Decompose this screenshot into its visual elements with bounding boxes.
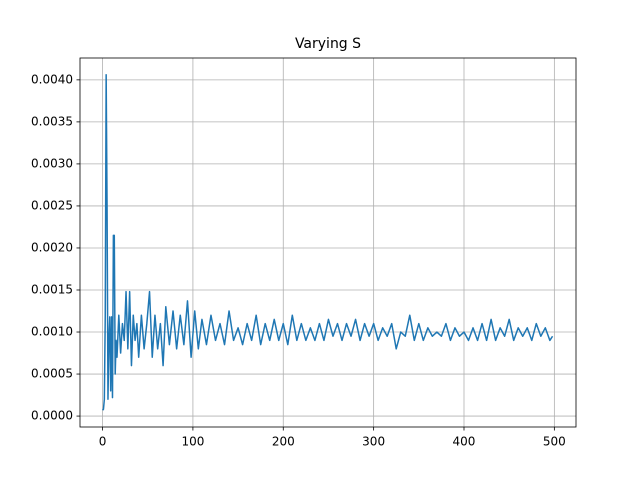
- chart-title: Varying S: [295, 36, 361, 52]
- x-tick-label: 100: [181, 435, 204, 449]
- x-tick-label: 300: [362, 435, 385, 449]
- plot-frame: [79, 57, 577, 428]
- y-tick-label: 0.0040: [31, 72, 73, 86]
- y-tick-label: 0.0015: [31, 282, 73, 296]
- y-tick-label: 0.0025: [31, 198, 73, 212]
- y-tick-label: 0.0020: [31, 240, 73, 254]
- data-line: [102, 74, 554, 411]
- x-tick-label: 400: [453, 435, 476, 449]
- y-tick-label: 0.0030: [31, 156, 73, 170]
- y-tick-label: 0.0000: [31, 409, 73, 423]
- y-tick-label: 0.0010: [31, 325, 73, 339]
- x-tick-label: 500: [543, 435, 566, 449]
- x-tick-label: 0: [99, 435, 107, 449]
- y-tick-label: 0.0005: [31, 367, 73, 381]
- y-tick-label: 0.0035: [31, 114, 73, 128]
- x-tick-label: 200: [272, 435, 295, 449]
